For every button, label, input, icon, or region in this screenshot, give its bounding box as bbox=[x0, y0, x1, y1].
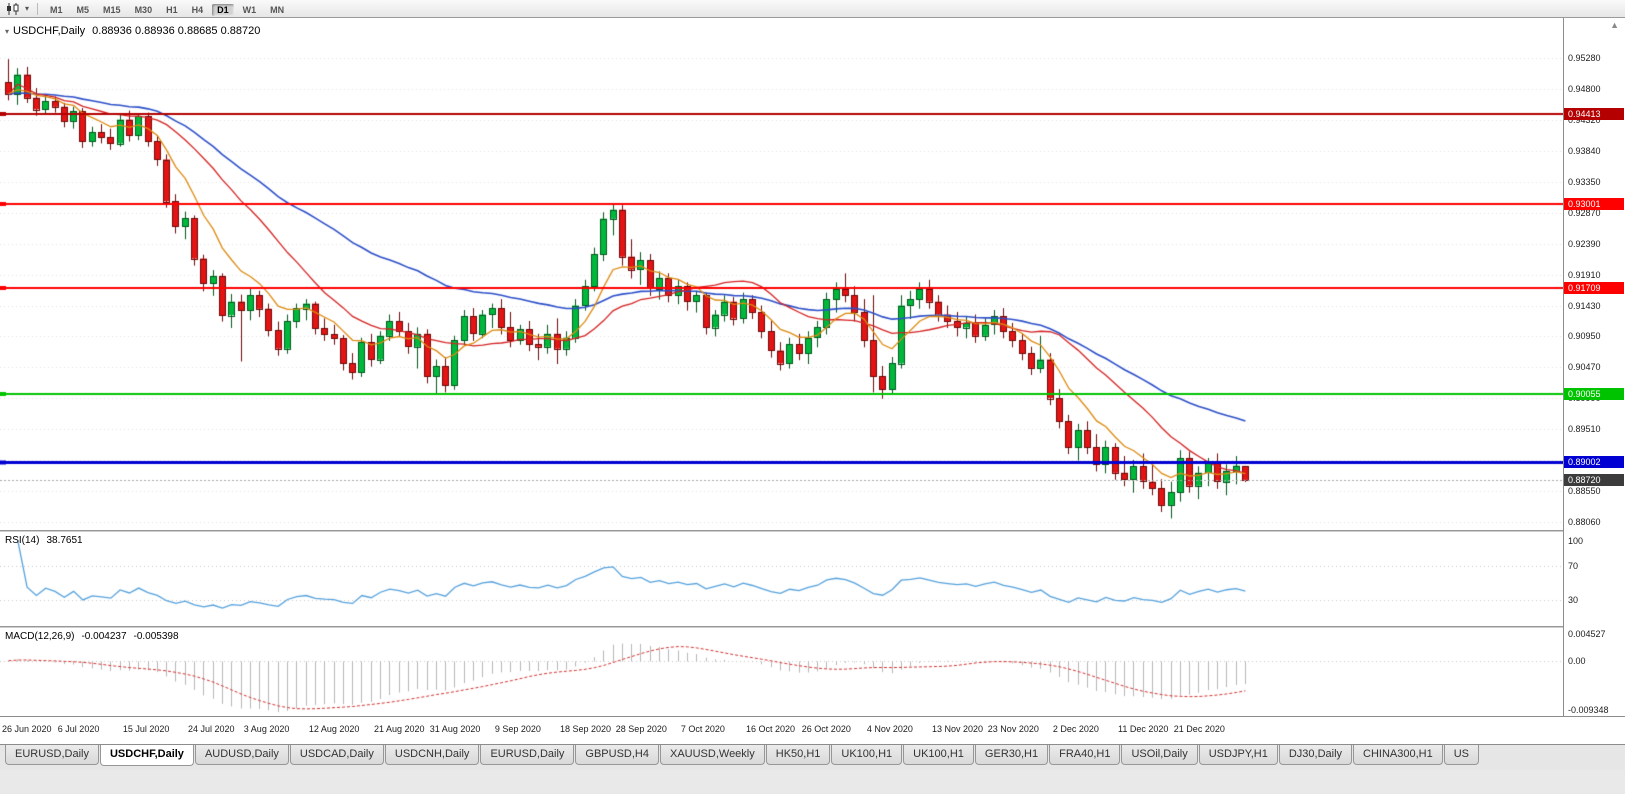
price-level-badge: 0.93001 bbox=[1564, 198, 1624, 211]
price-tick: 0.88060 bbox=[1568, 517, 1601, 528]
price-tick: 0.91430 bbox=[1568, 300, 1601, 311]
macd-main-value: -0.004237 bbox=[81, 631, 127, 642]
rsi-chart-canvas[interactable] bbox=[0, 532, 1563, 626]
date-tick: 4 Nov 2020 bbox=[866, 724, 913, 734]
price-tick: 0.93350 bbox=[1568, 177, 1601, 188]
date-tick: 16 Oct 2020 bbox=[746, 724, 796, 734]
date-tick: 26 Jun 2020 bbox=[2, 724, 52, 734]
pane-splitter-rsi[interactable] bbox=[0, 530, 1625, 532]
chart-type-icon[interactable] bbox=[6, 2, 20, 15]
timeframe-button-h1[interactable]: H1 bbox=[166, 4, 178, 15]
macd-name: MACD(12,26,9) bbox=[5, 631, 75, 642]
price-tick: 0.90470 bbox=[1568, 362, 1601, 373]
timeframe-button-m15[interactable]: M15 bbox=[103, 4, 121, 15]
pane-splitter-macd[interactable] bbox=[0, 626, 1625, 628]
rsi-name: RSI(14) bbox=[5, 535, 40, 546]
price-tick: 0.88550 bbox=[1568, 485, 1601, 496]
date-tick: 31 Aug 2020 bbox=[429, 724, 481, 734]
date-tick: 12 Aug 2020 bbox=[308, 724, 360, 734]
date-tick: 15 Jul 2020 bbox=[122, 724, 170, 734]
price-tick: 0.95280 bbox=[1568, 52, 1601, 63]
chart-symbol-label: USDCHF,Daily bbox=[13, 25, 86, 37]
macd-level-tick: -0.009348 bbox=[1568, 705, 1609, 715]
symbol-tab-fra40-h1-12[interactable]: FRA40,H1 bbox=[1049, 745, 1121, 765]
symbol-tab-china300-h1-16[interactable]: CHINA300,H1 bbox=[1353, 745, 1443, 765]
price-chart-canvas[interactable] bbox=[0, 18, 1563, 530]
symbol-tab-eurusd-daily-0[interactable]: EURUSD,Daily bbox=[5, 745, 99, 765]
timeframe-button-w1[interactable]: W1 bbox=[242, 4, 257, 15]
symbol-tab-usdjpy-h1-14[interactable]: USDJPY,H1 bbox=[1198, 745, 1278, 765]
symbol-tab-ger30-h1-11[interactable]: GER30,H1 bbox=[974, 745, 1049, 765]
symbol-tab-xauusd-weekly-7[interactable]: XAUUSD,Weekly bbox=[659, 745, 765, 765]
time-axis[interactable]: 26 Jun 2020 6 Jul 2020 15 Jul 2020 24 Jul 2… bbox=[0, 716, 1625, 744]
chart-ohlc-values: 0.88936 0.88936 0.88685 0.88720 bbox=[92, 25, 261, 37]
rsi-level-tick: 100 bbox=[1568, 535, 1584, 546]
timeframe-button-m1[interactable]: M1 bbox=[50, 4, 63, 15]
symbol-tab-uk100-h1-9[interactable]: UK100,H1 bbox=[831, 745, 903, 765]
macd-level-tick: 0.00 bbox=[1568, 655, 1586, 666]
price-level-badge: 0.90055 bbox=[1564, 387, 1624, 400]
current-price-badge: 0.88720 bbox=[1564, 473, 1624, 486]
chart-window: ▾ USDCHF,Daily 0.88936 0.88936 0.88685 0.8… bbox=[0, 18, 1625, 744]
symbol-tab-eurusd-daily-5[interactable]: EURUSD,Daily bbox=[480, 745, 575, 765]
macd-chart-canvas[interactable] bbox=[0, 628, 1563, 716]
symbol-tab-usdcad-daily-3[interactable]: USDCAD,Daily bbox=[289, 745, 384, 765]
price-tick: 0.92390 bbox=[1568, 238, 1601, 249]
date-tick: 18 Sep 2020 bbox=[560, 724, 612, 734]
date-tick: 7 Oct 2020 bbox=[680, 724, 725, 734]
timeframe-button-d1[interactable]: D1 bbox=[212, 3, 234, 16]
symbol-tab-gbpusd-h4-6[interactable]: GBPUSD,H4 bbox=[575, 745, 659, 765]
macd-level-tick: 0.004527 bbox=[1568, 629, 1606, 639]
rsi-indicator-label: RSI(14) 38.7651 bbox=[5, 535, 83, 546]
date-tick: 28 Sep 2020 bbox=[615, 724, 667, 734]
symbol-tab-usdchf-daily-1[interactable]: USDCHF,Daily bbox=[99, 745, 194, 766]
price-tick: 0.92870 bbox=[1568, 207, 1601, 218]
symbol-tab-usdcnh-daily-4[interactable]: USDCNH,Daily bbox=[384, 745, 480, 765]
price-tick: 0.89510 bbox=[1568, 424, 1601, 434]
price-tick: 0.90950 bbox=[1568, 331, 1601, 342]
toolbar: ▾ M1 M5 M15 M30 H1 H4 D1 W1 MN bbox=[0, 0, 1625, 18]
chart-type-dropdown-icon[interactable]: ▾ bbox=[25, 4, 30, 13]
rsi-level-tick: 70 bbox=[1568, 561, 1579, 572]
symbol-tab-dj30-daily-15[interactable]: DJ30,Daily bbox=[1278, 745, 1353, 765]
timeframe-button-m30[interactable]: M30 bbox=[134, 4, 153, 15]
price-level-badge: 0.89002 bbox=[1564, 455, 1624, 468]
symbol-tab-bar: EURUSD,Daily USDCHF,Daily AUDUSD,Daily USDC… bbox=[0, 744, 1625, 770]
symbol-dropdown-icon[interactable]: ▾ bbox=[5, 27, 10, 36]
timeframe-button-m5[interactable]: M5 bbox=[76, 4, 90, 15]
symbol-tab-uk100-h1-10[interactable]: UK100,H1 bbox=[903, 745, 974, 765]
chart-title: ▾ USDCHF,Daily 0.88936 0.88936 0.88685 0.8… bbox=[5, 25, 260, 37]
symbol-tab-hk50-h1-8[interactable]: HK50,H1 bbox=[765, 745, 831, 765]
price-tick: 0.94800 bbox=[1568, 83, 1601, 94]
date-tick: 26 Oct 2020 bbox=[801, 724, 851, 734]
date-tick: 9 Sep 2020 bbox=[494, 724, 541, 734]
timeframe-button-mn[interactable]: MN bbox=[270, 4, 285, 15]
price-level-badge: 0.94413 bbox=[1564, 107, 1624, 120]
symbol-tab-audusd-daily-2[interactable]: AUDUSD,Daily bbox=[194, 745, 289, 765]
rsi-value: 38.7651 bbox=[46, 535, 83, 546]
date-tick: 11 Dec 2020 bbox=[1118, 724, 1169, 734]
date-tick: 23 Nov 2020 bbox=[987, 724, 1039, 734]
date-tick: 21 Aug 2020 bbox=[374, 724, 425, 734]
date-tick: 13 Nov 2020 bbox=[932, 724, 984, 734]
price-axis[interactable]: 0.952800.948000.943200.938400.933500.928… bbox=[1563, 18, 1625, 716]
macd-indicator-label: MACD(12,26,9) -0.004237 -0.005398 bbox=[5, 631, 179, 642]
price-tick: 0.91910 bbox=[1568, 269, 1601, 280]
chart-shift-marker-icon[interactable]: ▲ bbox=[1610, 20, 1619, 30]
timeframe-button-h4[interactable]: H4 bbox=[191, 4, 204, 15]
date-tick: 21 Dec 2020 bbox=[1173, 724, 1225, 734]
toolbar-separator bbox=[37, 2, 39, 15]
symbol-tab-usoil-daily-13[interactable]: USOil,Daily bbox=[1121, 745, 1198, 765]
date-tick: 24 Jul 2020 bbox=[188, 724, 235, 734]
symbol-tab-us-17[interactable]: US bbox=[1443, 745, 1479, 765]
date-tick: 2 Dec 2020 bbox=[1052, 724, 1099, 734]
date-tick: 6 Jul 2020 bbox=[57, 724, 100, 734]
macd-signal-value: -0.005398 bbox=[133, 631, 179, 642]
rsi-level-tick: 30 bbox=[1568, 595, 1579, 606]
timeframe-buttons: M1 M5 M15 M30 H1 H4 D1 W1 MN bbox=[43, 0, 291, 18]
date-tick: 3 Aug 2020 bbox=[243, 724, 290, 734]
price-level-badge: 0.91709 bbox=[1564, 281, 1624, 294]
price-tick: 0.93840 bbox=[1568, 145, 1601, 156]
